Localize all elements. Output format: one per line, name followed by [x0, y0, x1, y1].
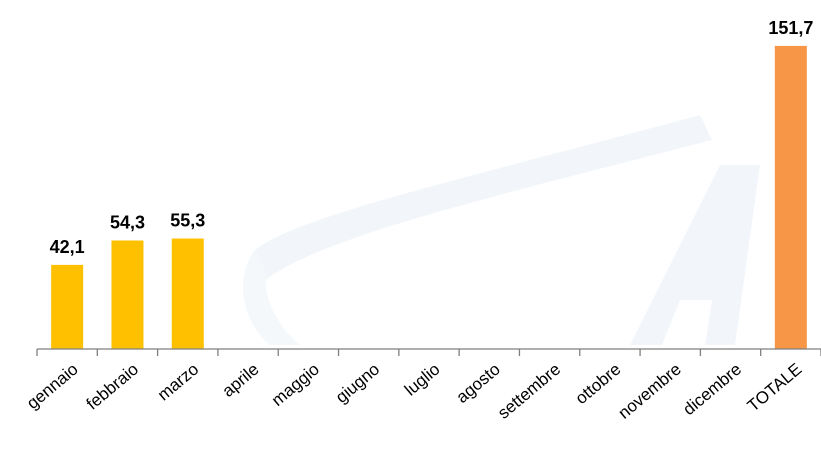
tick-label-totale: TOTALE — [744, 360, 806, 416]
tick-label-aprile: aprile — [219, 360, 263, 401]
value-label-gennaio: 42,1 — [50, 237, 85, 257]
tick-label-febbraio: febbraio — [83, 360, 142, 414]
value-labels-layer: 42,1 54,3 55,3 151,7 — [50, 18, 814, 257]
x-tick-labels: gennaio febbraio marzo aprile maggio giugno lu… — [23, 360, 805, 423]
tick-label-giugno: giugno — [332, 360, 383, 407]
tick-label-maggio: maggio — [268, 360, 323, 410]
tick-label-agosto: agosto — [453, 360, 504, 407]
value-label-totale: 151,7 — [768, 18, 813, 38]
tick-label-marzo: marzo — [154, 360, 202, 405]
bars-layer — [51, 45, 807, 349]
tick-label-luglio: luglio — [401, 360, 444, 400]
tick-label-ottobre: ottobre — [572, 360, 625, 409]
bar-marzo — [171, 238, 204, 349]
watermark-logo — [243, 115, 760, 345]
tick-label-settembre: settembre — [494, 360, 564, 423]
bar-gennaio — [51, 264, 84, 349]
value-label-marzo: 55,3 — [170, 211, 205, 231]
tick-label-gennaio: gennaio — [23, 360, 82, 413]
bar-febbraio — [111, 240, 144, 349]
bar-totale — [774, 45, 807, 349]
value-label-febbraio: 54,3 — [110, 213, 145, 233]
tick-label-dicembre: dicembre — [679, 360, 745, 419]
x-axis — [36, 348, 821, 356]
tick-label-novembre: novembre — [615, 360, 685, 423]
